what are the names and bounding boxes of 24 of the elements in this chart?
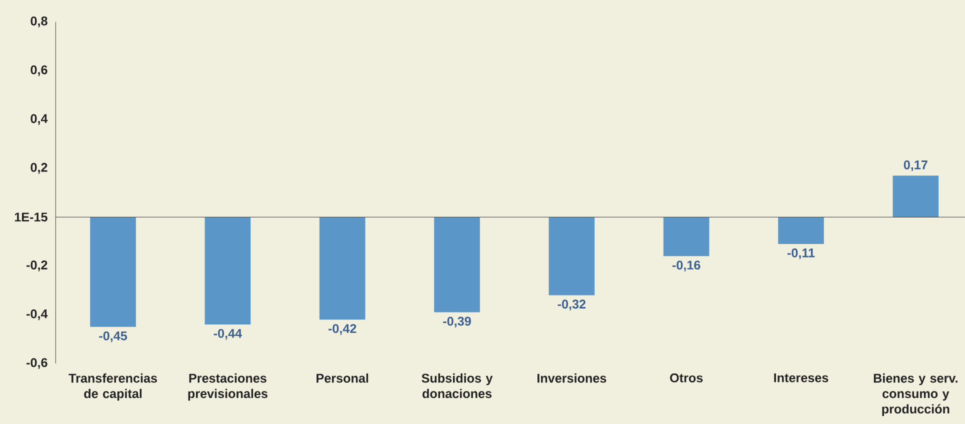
y-tick-label: 0,8 <box>30 16 48 28</box>
data-label: -0,11 <box>787 248 815 260</box>
data-label: -0,32 <box>558 300 586 310</box>
x-tick-label: Bienes y serv. consumo y producción <box>874 373 958 416</box>
data-label: -0,42 <box>328 324 356 335</box>
x-tick-label: Inversiones <box>538 373 606 383</box>
y-tick-label: -0,2 <box>26 260 48 272</box>
y-tick-label: -0,6 <box>26 358 48 369</box>
y-tick-label: -0,4 <box>26 309 48 320</box>
y-tick-label: 0,2 <box>30 162 48 174</box>
x-tick-label: Subsidios y donaciones <box>422 373 493 398</box>
x-tick-label: Prestaciones previsionales <box>188 373 268 400</box>
y-tick-label: 0,6 <box>30 65 48 76</box>
data-label: -0,39 <box>443 316 471 328</box>
data-label: -0,16 <box>672 260 700 272</box>
x-tick-label: Intereses <box>774 373 828 382</box>
y-tick-label: 1E-15 <box>14 212 48 222</box>
x-tick-label: Otros <box>670 373 703 382</box>
data-label: -0,45 <box>99 331 128 342</box>
y-tick-label: 0,4 <box>30 114 48 125</box>
x-tick-label: Personal <box>316 373 368 383</box>
x-tick-label: Transferencias de capital <box>68 373 157 400</box>
data-label: -0,44 <box>214 328 242 340</box>
data-label: 0,17 <box>904 160 928 172</box>
